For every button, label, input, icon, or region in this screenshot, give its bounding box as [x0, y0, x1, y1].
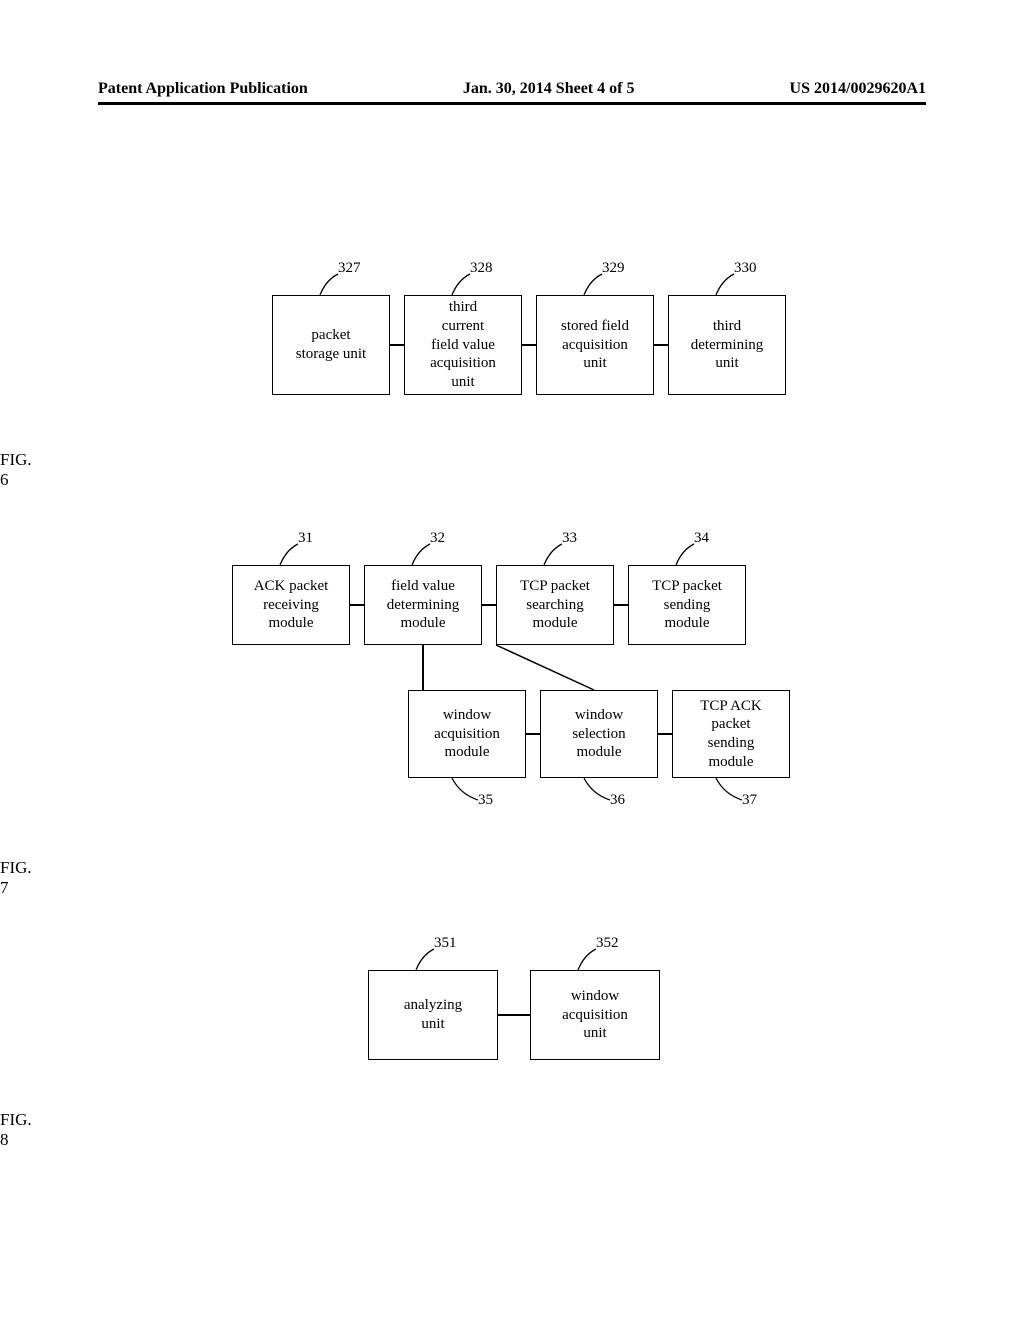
page: Patent Application Publication Jan. 30, … [0, 0, 1024, 1320]
fig8-ref-352: 352 [596, 935, 619, 952]
fig8-ref-lines [0, 0, 1024, 1200]
fig8-ref-351: 351 [434, 935, 457, 952]
